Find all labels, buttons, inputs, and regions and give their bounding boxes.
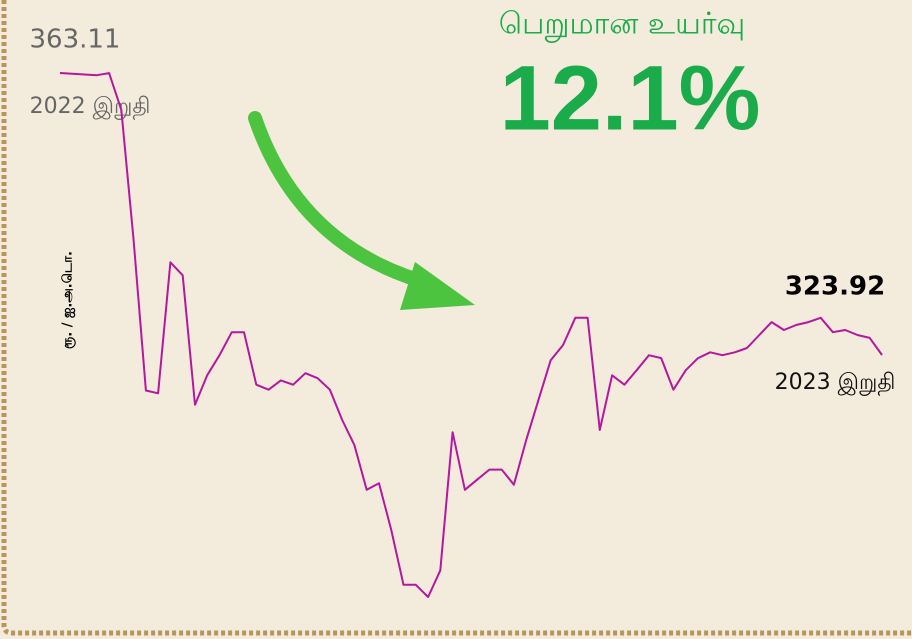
start-value-label: 363.11 (30, 25, 121, 55)
end-value-label: 323.92 (785, 272, 885, 302)
y-axis-label: ரூ. / ஐ.அ.டொ. (61, 251, 76, 349)
chart: பெறுமான உயர்வு 12.1% ரூ. / ஐ.அ.டொ. 363.1… (0, 0, 912, 639)
start-label: 2022 இறுதி (30, 94, 151, 120)
end-label: 2023 இறுதி (775, 370, 896, 396)
headline: 12.1% (500, 47, 761, 149)
chart-title: பெறுமான உயர்வு (499, 7, 746, 43)
